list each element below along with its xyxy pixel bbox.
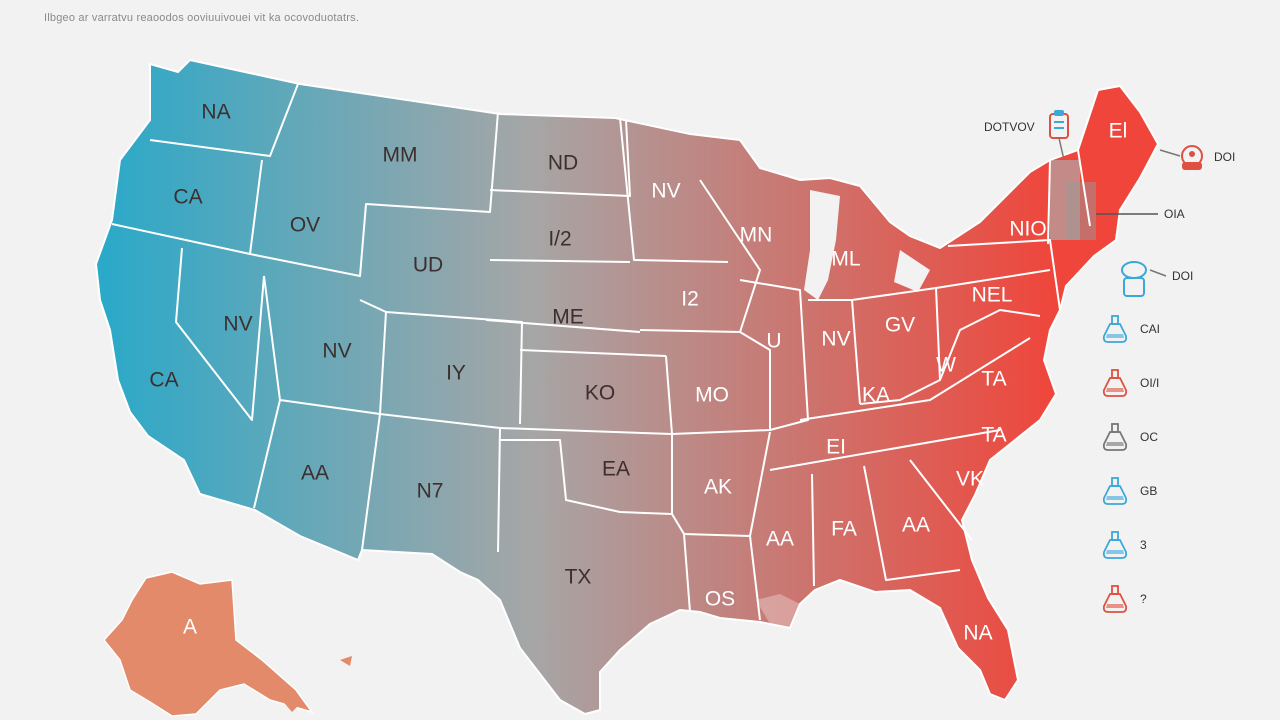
state-label-nv: NV xyxy=(223,313,252,336)
lake-michigan xyxy=(804,190,840,300)
state-label-sc: VK xyxy=(956,468,984,491)
state-label-wv: W xyxy=(936,354,956,377)
legend-label: 3 xyxy=(1140,538,1147,552)
state-label-ne: ME xyxy=(552,306,584,329)
state-label-ms: AA xyxy=(766,528,794,551)
state-label-il: U xyxy=(766,330,781,353)
state-label-mt: MM xyxy=(383,144,418,167)
legend-item: OC xyxy=(1102,423,1158,451)
map-outline xyxy=(94,58,1160,716)
page-subtitle: Ilbgeo ar varratvu reaoodos ooviuuivouei… xyxy=(44,12,360,24)
state-label-co: IY xyxy=(446,362,466,385)
state-label-ca-north: CA xyxy=(149,369,178,392)
state-label-nc: TA xyxy=(981,424,1006,447)
state-label-ky: KA xyxy=(862,384,890,407)
state-label-id: OV xyxy=(290,214,320,237)
state-label-wy: UD xyxy=(413,254,443,277)
legend-item: GB xyxy=(1102,477,1157,505)
map-fill xyxy=(96,60,1158,714)
callout-top: DOTVOV xyxy=(984,110,1069,161)
flask-icon xyxy=(1102,315,1128,343)
flask-icon xyxy=(1102,369,1128,397)
legend-label: GB xyxy=(1140,484,1157,498)
state-label-az: AA xyxy=(301,462,329,485)
state-label-ak: A xyxy=(183,616,197,639)
legend-item: CAI xyxy=(1102,315,1160,343)
callout-ne3-label: DOI xyxy=(1172,269,1193,283)
alarm-icon xyxy=(1181,145,1203,170)
state-label-va: TA xyxy=(981,368,1006,391)
legend-label: OI/I xyxy=(1140,376,1159,390)
state-labels: NA CA CA NV OV MM UD NV AA IY N7 ND I/2 ME KO EA TX NV I2 M… xyxy=(149,101,1127,645)
state-label-ga: AA xyxy=(902,514,930,537)
state-label-wi: MN xyxy=(740,224,773,247)
callout-ne1: DOI xyxy=(1159,145,1235,170)
state-label-tx: TX xyxy=(565,566,592,589)
state-label-ut: NV xyxy=(322,340,351,363)
state-label-mo: MO xyxy=(695,384,729,407)
state-borders xyxy=(111,83,1091,621)
flask-icon xyxy=(1102,585,1128,613)
state-label-ks: KO xyxy=(585,382,615,405)
callout-ne1-label: DOI xyxy=(1214,150,1235,164)
flask-icon xyxy=(1102,477,1128,505)
legend-label: ? xyxy=(1140,592,1147,606)
lamp-icon xyxy=(1121,261,1147,297)
state-label-me: El xyxy=(1109,120,1128,143)
flask-icon xyxy=(1102,531,1128,559)
state-label-nm: N7 xyxy=(417,480,444,503)
state-label-nd: ND xyxy=(548,152,578,175)
callout-ne2-label: OIA xyxy=(1164,207,1185,221)
state-label-ny: NIO xyxy=(1009,218,1046,241)
state-label-sd: I/2 xyxy=(548,228,571,251)
state-label-la: OS xyxy=(705,588,735,611)
legend-label: CAI xyxy=(1140,322,1160,336)
callout-ne2: OIA xyxy=(1096,207,1185,221)
legend-item: 3 xyxy=(1102,531,1147,559)
state-label-ar: AK xyxy=(704,476,732,499)
alaska-shape xyxy=(103,571,314,717)
callout-ne3: DOI xyxy=(1121,261,1193,297)
state-label-or: CA xyxy=(173,186,202,209)
state-label-oh: GV xyxy=(885,314,915,337)
alaska-islands xyxy=(280,656,352,712)
state-label-mn: NV xyxy=(651,180,680,203)
clipboard-icon xyxy=(1049,110,1069,139)
state-label-al: FA xyxy=(831,518,857,541)
state-label-ok: EA xyxy=(602,458,630,481)
state-label-mi: ML xyxy=(831,248,860,271)
legend-item: OI/I xyxy=(1102,369,1159,397)
state-label-fl: NA xyxy=(963,622,992,645)
state-label-in: NV xyxy=(821,328,850,351)
state-label-ia: I2 xyxy=(681,288,699,311)
state-label-wa: NA xyxy=(201,101,230,124)
state-label-tn: EI xyxy=(826,436,846,459)
lake-erie xyxy=(894,250,930,292)
state-label-pa: NEL xyxy=(972,284,1013,307)
legend: CAI OI/I OC GB 3? xyxy=(1102,315,1160,613)
legend-item: ? xyxy=(1102,585,1147,613)
legend-label: OC xyxy=(1140,430,1158,444)
flask-icon xyxy=(1102,423,1128,451)
callout-top-label: DOTVOV xyxy=(984,120,1035,134)
